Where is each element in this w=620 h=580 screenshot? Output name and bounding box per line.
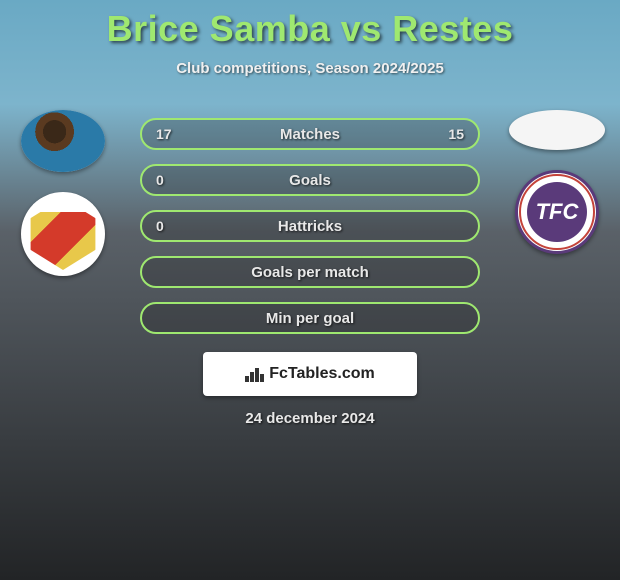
stat-value-right: 15: [444, 126, 464, 142]
stat-value-left: 0: [156, 172, 176, 188]
comparison-date: 24 december 2024: [0, 410, 620, 427]
stat-row-matches: 17 Matches 15: [140, 118, 480, 150]
stat-value-left: 17: [156, 126, 176, 142]
comparison-subtitle: Club competitions, Season 2024/2025: [0, 60, 620, 77]
bar-chart-icon: [245, 366, 265, 382]
player-photo-left: [21, 110, 105, 172]
stat-label: Goals per match: [142, 264, 478, 281]
stat-row-min-per-goal: Min per goal: [140, 302, 480, 334]
left-player-column: [8, 110, 118, 276]
stat-label: Hattricks: [142, 218, 478, 235]
stats-list: 17 Matches 15 0 Goals 0 Hattricks Goals …: [140, 118, 480, 334]
stat-row-hattricks: 0 Hattricks: [140, 210, 480, 242]
source-logo-box: FcTables.com: [203, 352, 417, 396]
club-badge-right: TFC: [515, 170, 599, 254]
player-photo-left-image: [21, 110, 105, 172]
stat-label: Min per goal: [142, 310, 478, 327]
club-badge-right-label: TFC: [527, 182, 587, 242]
club-badge-left: [21, 192, 105, 276]
right-player-column: TFC: [502, 110, 612, 254]
stat-label: Matches: [142, 126, 478, 143]
comparison-title: Brice Samba vs Restes: [0, 0, 620, 50]
stat-row-goals: 0 Goals: [140, 164, 480, 196]
stat-label: Goals: [142, 172, 478, 189]
source-logo-text: FcTables.com: [269, 365, 375, 383]
stat-row-goals-per-match: Goals per match: [140, 256, 480, 288]
stat-value-left: 0: [156, 218, 176, 234]
player-photo-right: [509, 110, 605, 150]
